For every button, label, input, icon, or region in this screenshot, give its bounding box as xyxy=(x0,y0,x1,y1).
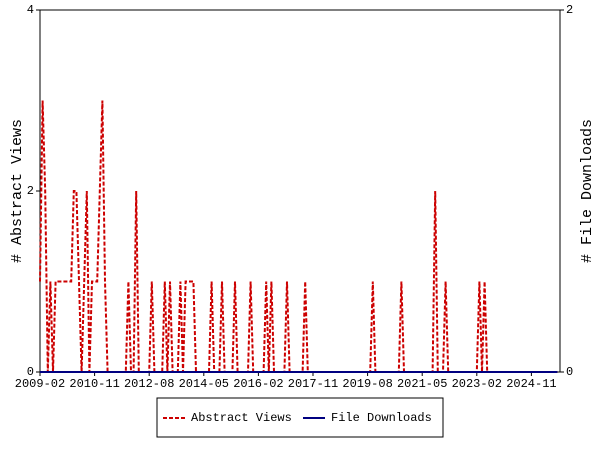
y-tick-label: 4 xyxy=(27,3,34,17)
y2-tick-label: 2 xyxy=(566,3,573,17)
x-tick-label: 2024-11 xyxy=(506,377,556,391)
x-tick-label: 2023-02 xyxy=(452,377,502,391)
legend-label: File Downloads xyxy=(331,411,432,425)
y-tick-label: 0 xyxy=(27,365,34,379)
plot-frame xyxy=(39,9,561,373)
y2-tick-label: 0 xyxy=(566,365,573,379)
legend-label: Abstract Views xyxy=(191,411,292,425)
x-tick-label: 2014-05 xyxy=(179,377,229,391)
x-tick-label: 2012-08 xyxy=(124,377,174,391)
x-tick-label: 2009-02 xyxy=(15,377,65,391)
y-axis-label: # Abstract Views xyxy=(9,119,26,263)
y2-axis-label: # File Downloads xyxy=(579,119,596,263)
data-line xyxy=(39,100,558,373)
legend-box xyxy=(156,397,444,438)
x-tick-label: 2019-08 xyxy=(342,377,392,391)
x-tick-label: 2017-11 xyxy=(288,377,338,391)
x-tick-label: 2016-02 xyxy=(233,377,283,391)
y-tick-label: 2 xyxy=(27,184,34,198)
x-tick-label: 2021-05 xyxy=(397,377,447,391)
x-tick-label: 2010-11 xyxy=(69,377,119,391)
